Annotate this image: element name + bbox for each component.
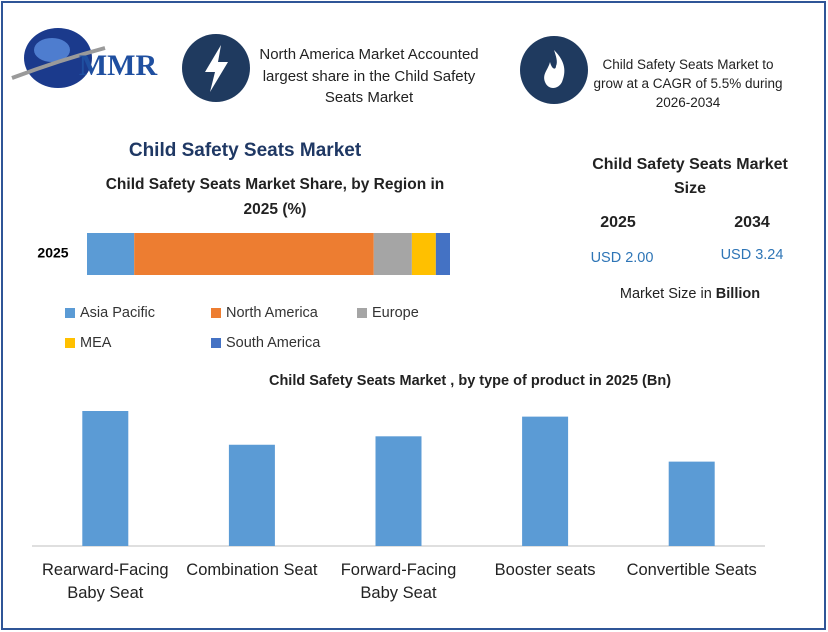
bar-segment bbox=[373, 233, 412, 275]
bar bbox=[668, 461, 715, 546]
legend-swatch bbox=[65, 308, 75, 318]
size-note-text: Market Size in bbox=[619, 286, 712, 302]
size-value: USD 3.24 bbox=[720, 247, 784, 263]
bar bbox=[522, 416, 569, 546]
legend-label: Europe bbox=[372, 305, 419, 321]
legend-swatch bbox=[211, 308, 221, 318]
bar-segment bbox=[134, 233, 374, 275]
icon-flame bbox=[520, 36, 588, 104]
x-tick-label: Booster seats bbox=[494, 561, 596, 579]
legend-swatch bbox=[211, 338, 221, 348]
main-title: Child Safety Seats Market bbox=[128, 140, 362, 161]
size-year: 2034 bbox=[734, 214, 770, 231]
size-value: USD 2.00 bbox=[590, 250, 654, 266]
bar-segment bbox=[411, 233, 436, 275]
size-note: Market Size in Billion bbox=[580, 286, 800, 302]
chart-title: Child Safety Seats Market Share, by Regi… bbox=[105, 176, 445, 218]
bar-segment bbox=[435, 233, 450, 275]
legend-swatch bbox=[357, 308, 367, 318]
x-tick-label: Forward-Facing Baby Seat bbox=[340, 561, 457, 602]
chart-title: Child Safety Seats Market , by type of p… bbox=[268, 373, 672, 389]
bar bbox=[82, 411, 129, 546]
legend-label: MEA bbox=[80, 335, 112, 351]
x-tick-label: Combination Seat bbox=[186, 561, 318, 579]
size-unit: Billion bbox=[715, 286, 761, 302]
bar-segment bbox=[87, 233, 135, 275]
legend-swatch bbox=[65, 338, 75, 348]
bar bbox=[228, 444, 275, 546]
x-tick-label: Convertible Seats bbox=[626, 561, 757, 579]
y-tick-label: 2025 bbox=[37, 245, 68, 261]
legend-label: North America bbox=[226, 305, 319, 321]
legend-label: South America bbox=[226, 335, 321, 351]
size-title: Child Safety Seats Market Size bbox=[592, 156, 788, 197]
logo-text: MMR bbox=[79, 49, 158, 82]
highlight-text: Child Safety Seats Market to grow at a C… bbox=[593, 57, 783, 110]
bar bbox=[375, 436, 422, 546]
legend-label: Asia Pacific bbox=[80, 305, 155, 321]
logo-globe bbox=[11, 28, 106, 88]
highlight-text: North America Market Accounted largest s… bbox=[259, 46, 479, 106]
size-year: 2025 bbox=[600, 214, 636, 231]
icon-lightning bbox=[182, 34, 250, 102]
x-tick-label: Rearward-Facing Baby Seat bbox=[42, 561, 169, 602]
